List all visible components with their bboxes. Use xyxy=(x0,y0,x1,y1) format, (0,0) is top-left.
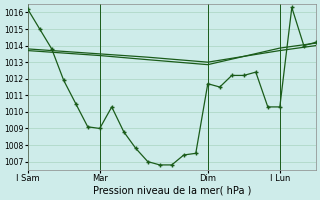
X-axis label: Pression niveau de la mer( hPa ): Pression niveau de la mer( hPa ) xyxy=(92,186,251,196)
